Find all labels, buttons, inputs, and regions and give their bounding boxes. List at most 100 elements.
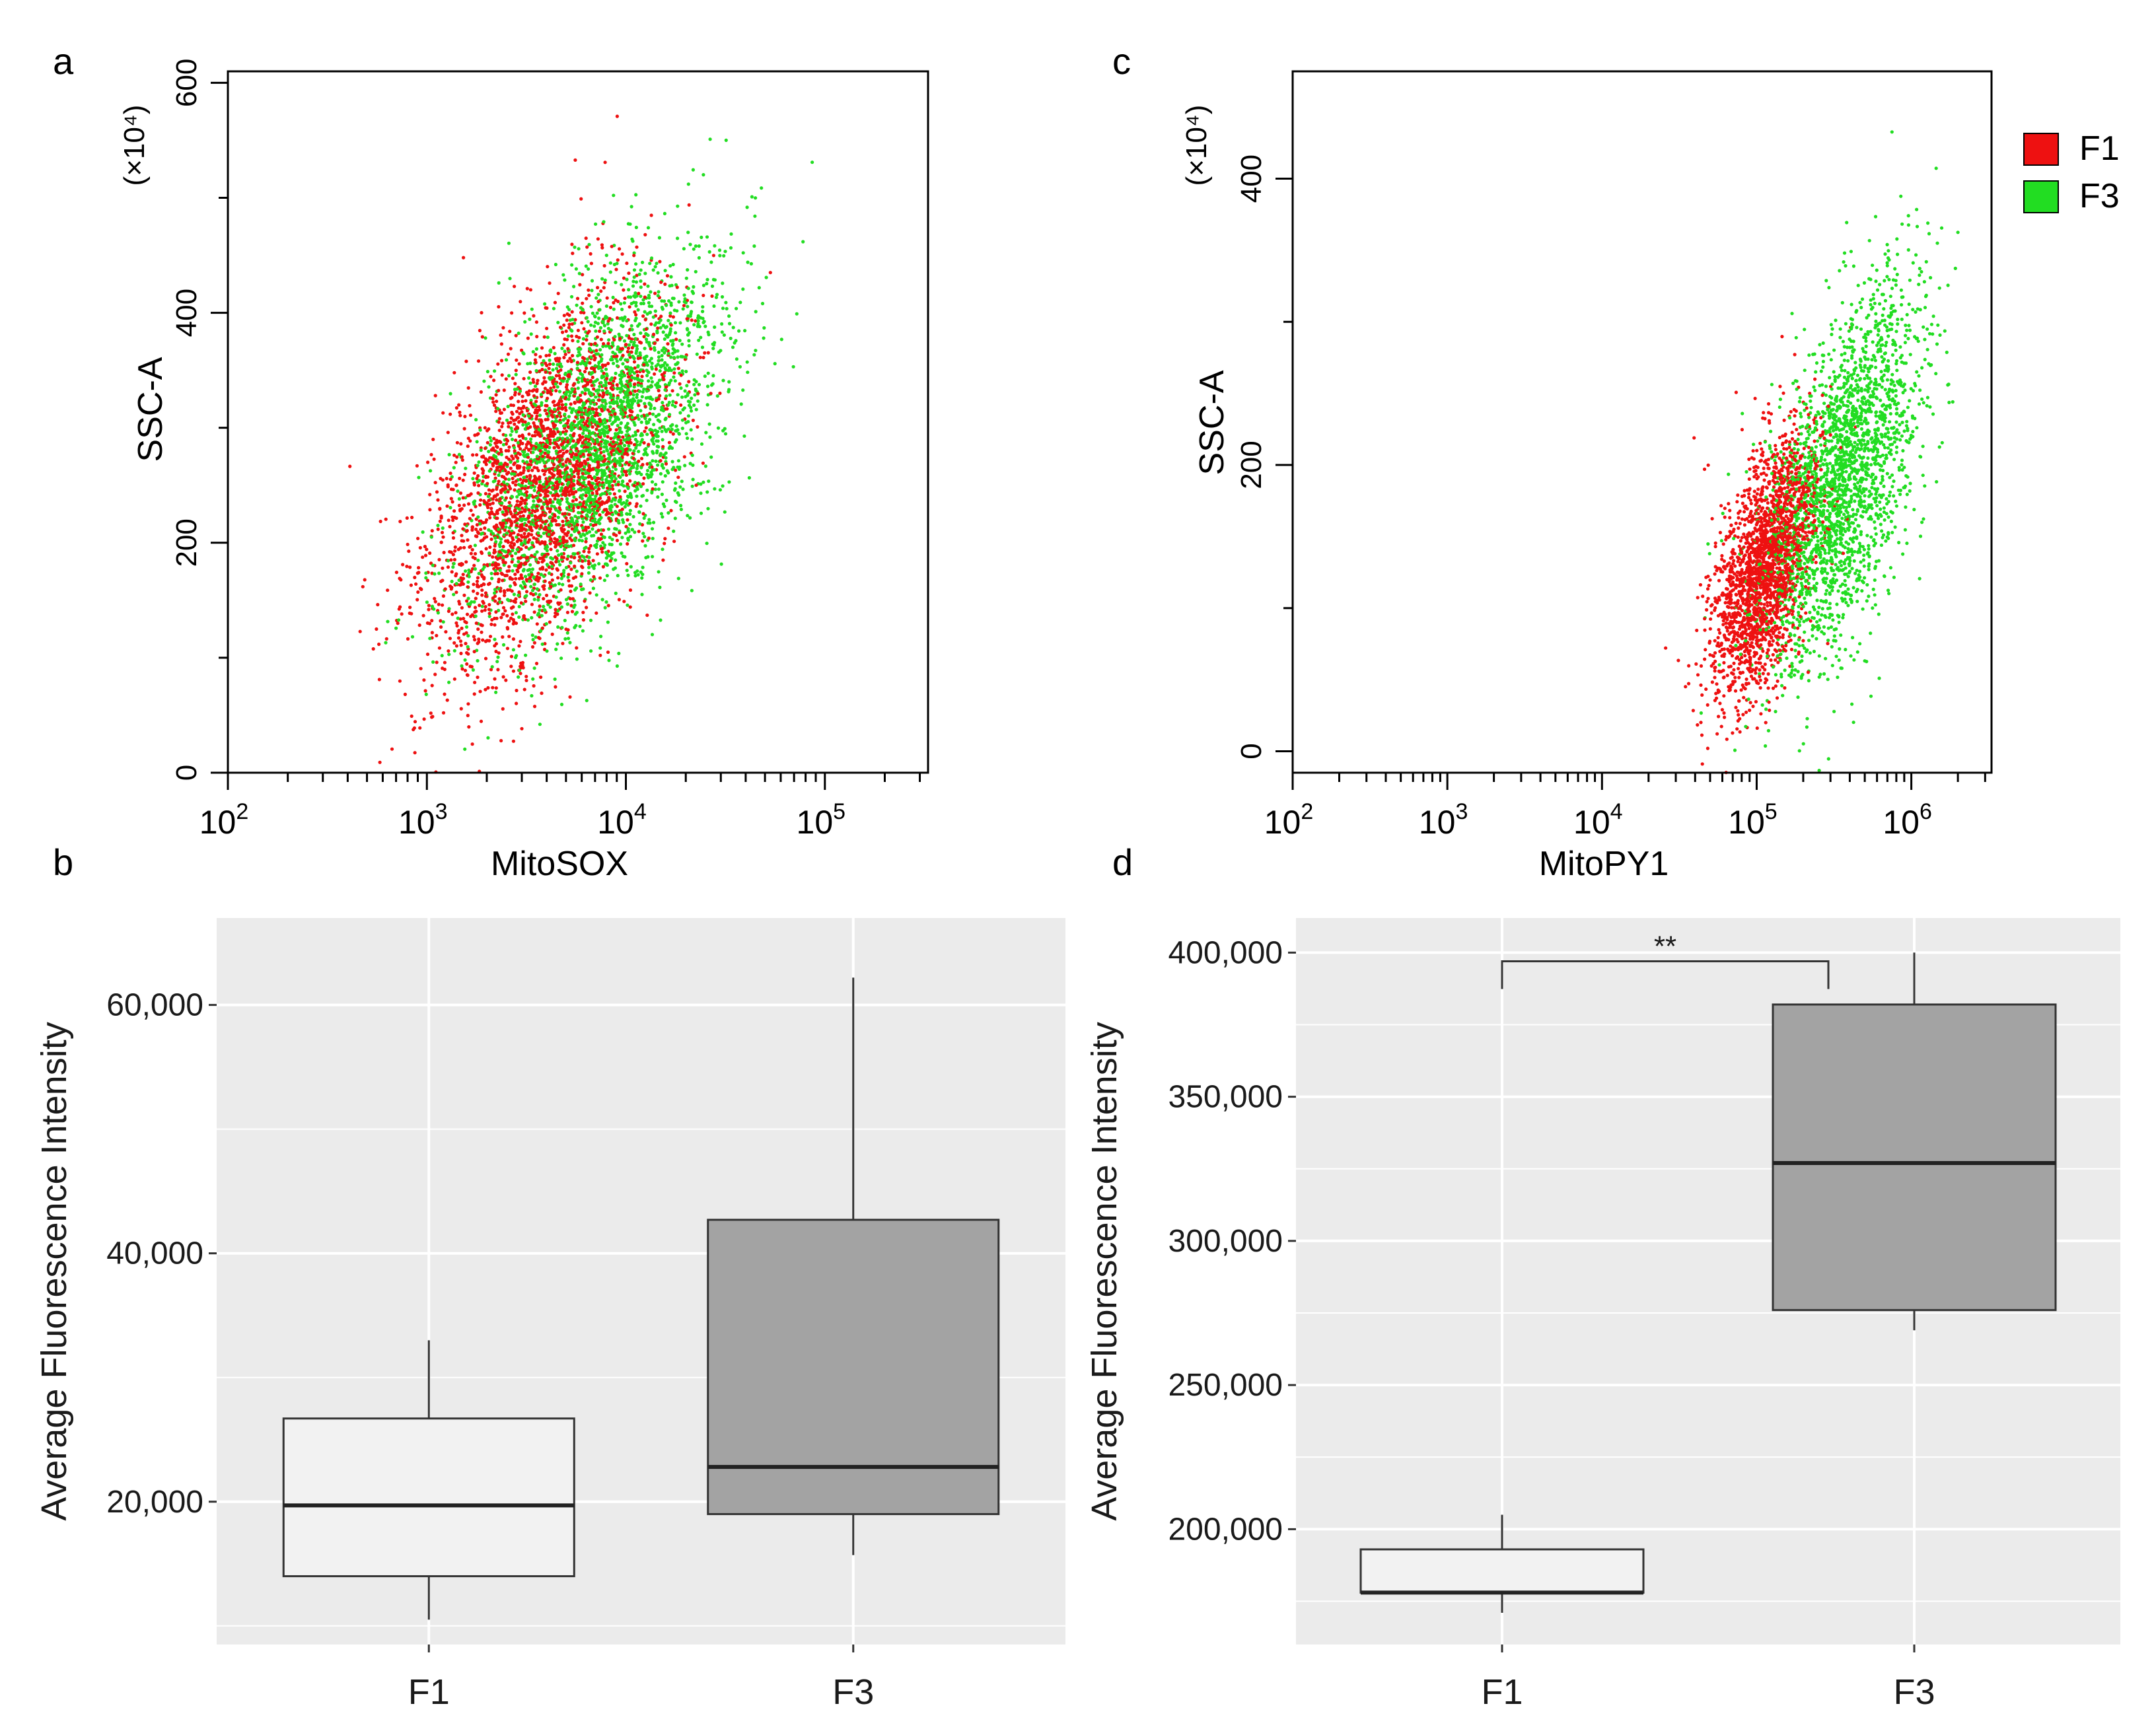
data-point-f1: [515, 409, 519, 413]
data-point-f3: [700, 345, 705, 349]
data-point-f1: [598, 513, 602, 517]
data-point-f1: [503, 484, 507, 488]
data-point-f3: [460, 664, 464, 668]
data-point-f1: [437, 646, 442, 650]
data-point-f1: [539, 675, 543, 679]
data-point-f3: [658, 585, 662, 590]
data-point-f1: [442, 551, 446, 555]
data-point-f3: [707, 479, 711, 483]
data-point-f3: [625, 512, 629, 516]
data-point-f1: [596, 463, 600, 467]
data-point-f3: [521, 423, 525, 427]
data-point-f1: [582, 549, 586, 553]
data-point-f3: [742, 434, 746, 438]
data-point-f3: [619, 380, 623, 384]
data-point-f1: [502, 407, 507, 411]
data-point-f1: [521, 394, 524, 398]
data-point-f3: [496, 655, 500, 659]
data-point-f1: [543, 386, 548, 390]
data-point-f3: [602, 579, 607, 583]
data-point-f1: [584, 236, 588, 240]
data-point-f1: [612, 492, 616, 496]
data-point-f3: [563, 548, 567, 551]
data-point-f1: [636, 357, 641, 361]
data-point-f3: [727, 380, 731, 384]
data-point-f3: [581, 526, 585, 530]
data-point-f1: [571, 339, 575, 343]
data-point-f3: [493, 591, 497, 595]
data-point-f1: [427, 604, 431, 608]
data-point-f3: [476, 480, 480, 484]
data-point-f3: [573, 538, 577, 543]
data-point-f1: [598, 496, 602, 500]
data-point-f1: [554, 481, 558, 485]
data-point-f3: [580, 413, 584, 417]
data-point-f3: [436, 611, 441, 615]
data-point-f3: [531, 637, 535, 642]
data-point-f3: [417, 476, 421, 479]
data-point-f3: [625, 392, 629, 396]
data-point-f1: [466, 502, 471, 506]
data-point-f1: [612, 301, 616, 304]
data-point-f3: [622, 396, 626, 400]
data-point-f3: [604, 304, 609, 308]
data-point-f3: [581, 431, 585, 435]
data-point-f1: [519, 447, 522, 451]
data-point-f1: [439, 540, 443, 544]
data-point-f3: [515, 654, 519, 658]
data-point-f3: [603, 421, 607, 425]
data-point-f3: [680, 427, 684, 431]
data-point-f3: [521, 569, 526, 573]
data-point-f3: [424, 571, 428, 575]
data-point-f1: [377, 642, 381, 647]
data-point-f3: [706, 507, 710, 511]
data-point-f1: [413, 575, 417, 580]
data-point-f1: [451, 536, 456, 540]
data-point-f1: [462, 256, 466, 260]
data-point-f1: [696, 392, 700, 396]
data-point-f3: [663, 299, 666, 303]
data-point-f3: [590, 279, 594, 283]
data-point-f1: [510, 396, 514, 400]
data-point-f1: [513, 382, 517, 386]
data-point-f1: [626, 542, 629, 546]
data-point-f1: [589, 252, 593, 256]
data-point-f3: [526, 452, 530, 456]
data-point-f3: [639, 285, 643, 289]
data-point-f3: [711, 374, 715, 378]
data-point-f3: [614, 527, 618, 531]
data-point-f1: [577, 476, 581, 479]
data-point-f1: [484, 462, 488, 466]
data-point-f1: [435, 490, 439, 494]
data-point-f3: [657, 355, 661, 359]
data-point-f1: [551, 415, 555, 419]
data-point-f3: [673, 516, 677, 520]
data-point-f1: [480, 310, 484, 315]
data-point-f1: [447, 609, 451, 614]
data-point-f3: [524, 594, 528, 598]
data-point-f1: [433, 394, 437, 398]
data-point-f3: [741, 388, 745, 392]
data-point-f1: [471, 513, 475, 517]
data-point-f1: [445, 477, 449, 481]
data-point-f3: [582, 361, 586, 366]
data-point-f1: [645, 613, 649, 618]
data-point-f3: [554, 419, 557, 423]
data-point-f3: [603, 543, 607, 547]
data-point-f3: [618, 400, 623, 404]
data-point-f1: [606, 650, 610, 654]
data-point-f3: [542, 502, 546, 507]
data-point-f3: [560, 346, 564, 351]
data-point-f3: [705, 384, 710, 388]
data-point-f3: [598, 365, 602, 370]
data-point-f3: [650, 527, 655, 531]
data-point-f1: [618, 495, 622, 499]
data-point-f3: [494, 690, 498, 694]
data-point-f1: [541, 468, 545, 473]
data-point-f1: [603, 160, 607, 164]
data-point-f3: [649, 404, 653, 408]
data-point-f3: [546, 336, 550, 339]
data-point-f3: [672, 355, 676, 360]
data-point-f3: [618, 405, 622, 409]
data-point-f1: [452, 677, 456, 681]
